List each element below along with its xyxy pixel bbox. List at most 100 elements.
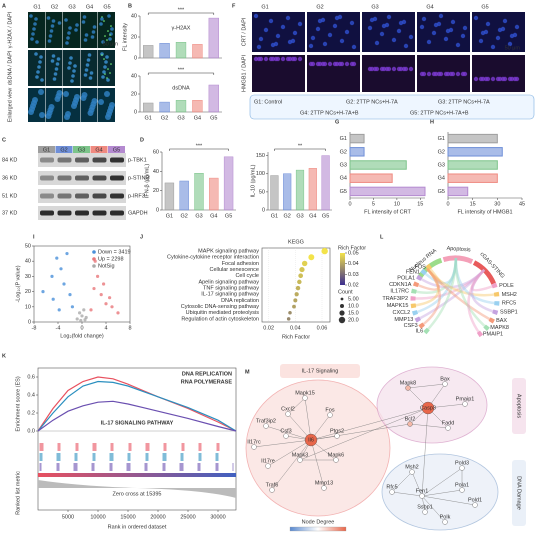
- nucleus: [500, 26, 506, 32]
- bubble: [288, 310, 292, 315]
- column-label: G3: [371, 4, 378, 10]
- size-legend-label: 15.0: [348, 310, 359, 316]
- gene-label: BAX: [496, 318, 507, 324]
- gene-label: MSH2: [502, 292, 517, 298]
- node-label: Mapk3: [292, 452, 309, 458]
- nucleus: [104, 60, 108, 64]
- bar: [164, 182, 175, 211]
- node: [459, 465, 465, 471]
- nucleus: [74, 94, 80, 100]
- nucleus: [268, 56, 274, 62]
- column-label: G4: [426, 4, 433, 10]
- nucleus: [38, 60, 42, 64]
- y-axis-label: -Log₁₀(P value): [15, 265, 21, 302]
- es-line: [37, 380, 237, 432]
- bar: [349, 147, 365, 157]
- nucleus: [308, 61, 314, 67]
- chord: [467, 269, 486, 335]
- annotation: ***: [196, 143, 203, 149]
- point: [92, 286, 96, 291]
- nucleus: [68, 26, 72, 30]
- gene-label: TRAF3IP2: [382, 296, 408, 302]
- bubble: [286, 317, 291, 321]
- band: [57, 210, 72, 216]
- nucleus: [91, 30, 96, 34]
- band: [75, 157, 89, 163]
- x-tick-label: 30: [494, 201, 500, 207]
- node-label: Pmaip1: [456, 396, 475, 402]
- y-tick-label: G4: [438, 176, 445, 182]
- band: [92, 193, 107, 199]
- x-tick-label: 10000: [90, 514, 105, 520]
- bar: [447, 147, 503, 157]
- protein-label: p-STING: [128, 175, 150, 181]
- gene-label: SSBP1: [500, 310, 518, 316]
- edge: [411, 471, 423, 497]
- category-label: Regulation of actin cytoskeleton: [181, 316, 259, 322]
- annotation: ***: [178, 67, 185, 73]
- node: [333, 457, 339, 463]
- band: [40, 157, 54, 163]
- gene-label: IL17RC: [390, 289, 409, 295]
- gene-arc: [493, 291, 500, 297]
- nucleus: [52, 77, 57, 81]
- y-tick-label: G4: [340, 176, 347, 182]
- bar: [308, 168, 317, 211]
- nucleus: [100, 17, 104, 21]
- protein-label: GAPDH: [128, 210, 148, 216]
- nucleus: [107, 14, 111, 18]
- point: [59, 267, 63, 271]
- column-label: G3: [78, 147, 85, 153]
- nucleus: [308, 43, 314, 49]
- x-tick-label: -4: [56, 325, 61, 331]
- nucleus: [419, 24, 425, 30]
- nucleus: [73, 64, 77, 68]
- panel-letter: H: [430, 119, 434, 125]
- band: [57, 175, 72, 181]
- x-tick-label: G4: [194, 115, 201, 121]
- chord: [426, 267, 497, 297]
- nucleus: [101, 40, 105, 44]
- ranked-metric: [38, 480, 236, 498]
- x-tick-label: 0.06: [317, 325, 328, 331]
- node-label: Csf3: [280, 428, 291, 434]
- size-legend-label: 5.00: [348, 296, 359, 302]
- degree-bar: [289, 526, 347, 532]
- node: [327, 412, 333, 418]
- scale-bar-label: 50 μm: [505, 45, 521, 51]
- nucleus: [38, 89, 44, 95]
- bubble: [293, 298, 298, 303]
- nucleus: [84, 33, 89, 37]
- legend-title: Node Degree: [302, 519, 335, 525]
- legend-entry: Down = 3419: [98, 249, 131, 255]
- nucleus: [344, 29, 350, 35]
- bubble: [298, 273, 304, 279]
- size-key: [340, 297, 344, 301]
- nucleus: [56, 57, 61, 61]
- category-label: Cellular senescence: [209, 267, 259, 273]
- bubble: [299, 266, 305, 273]
- y-tick-label: 40: [25, 259, 31, 265]
- category-label: MAPK signaling pathway: [198, 249, 259, 255]
- gene-label: CDKN1A: [389, 282, 412, 288]
- x-tick-label: G2: [284, 213, 291, 219]
- nucleus: [87, 53, 92, 57]
- nucleus: [290, 56, 296, 62]
- edge: [299, 407, 429, 461]
- edge: [427, 403, 466, 409]
- point: [51, 297, 55, 301]
- nucleus: [66, 36, 70, 40]
- node: [283, 433, 289, 439]
- panel-letter: D: [140, 137, 144, 143]
- nucleus: [35, 75, 39, 79]
- y-tick-label: 40: [131, 73, 137, 79]
- bar: [447, 133, 498, 144]
- group-region: [245, 379, 391, 517]
- lane-header: [90, 146, 108, 154]
- nucleus: [65, 41, 69, 45]
- nucleus: [401, 19, 407, 25]
- nucleus: [85, 63, 90, 67]
- nucleus: [485, 21, 491, 27]
- lane-header: [108, 146, 125, 154]
- y-axis-label: Enrichment score (ES): [15, 376, 21, 431]
